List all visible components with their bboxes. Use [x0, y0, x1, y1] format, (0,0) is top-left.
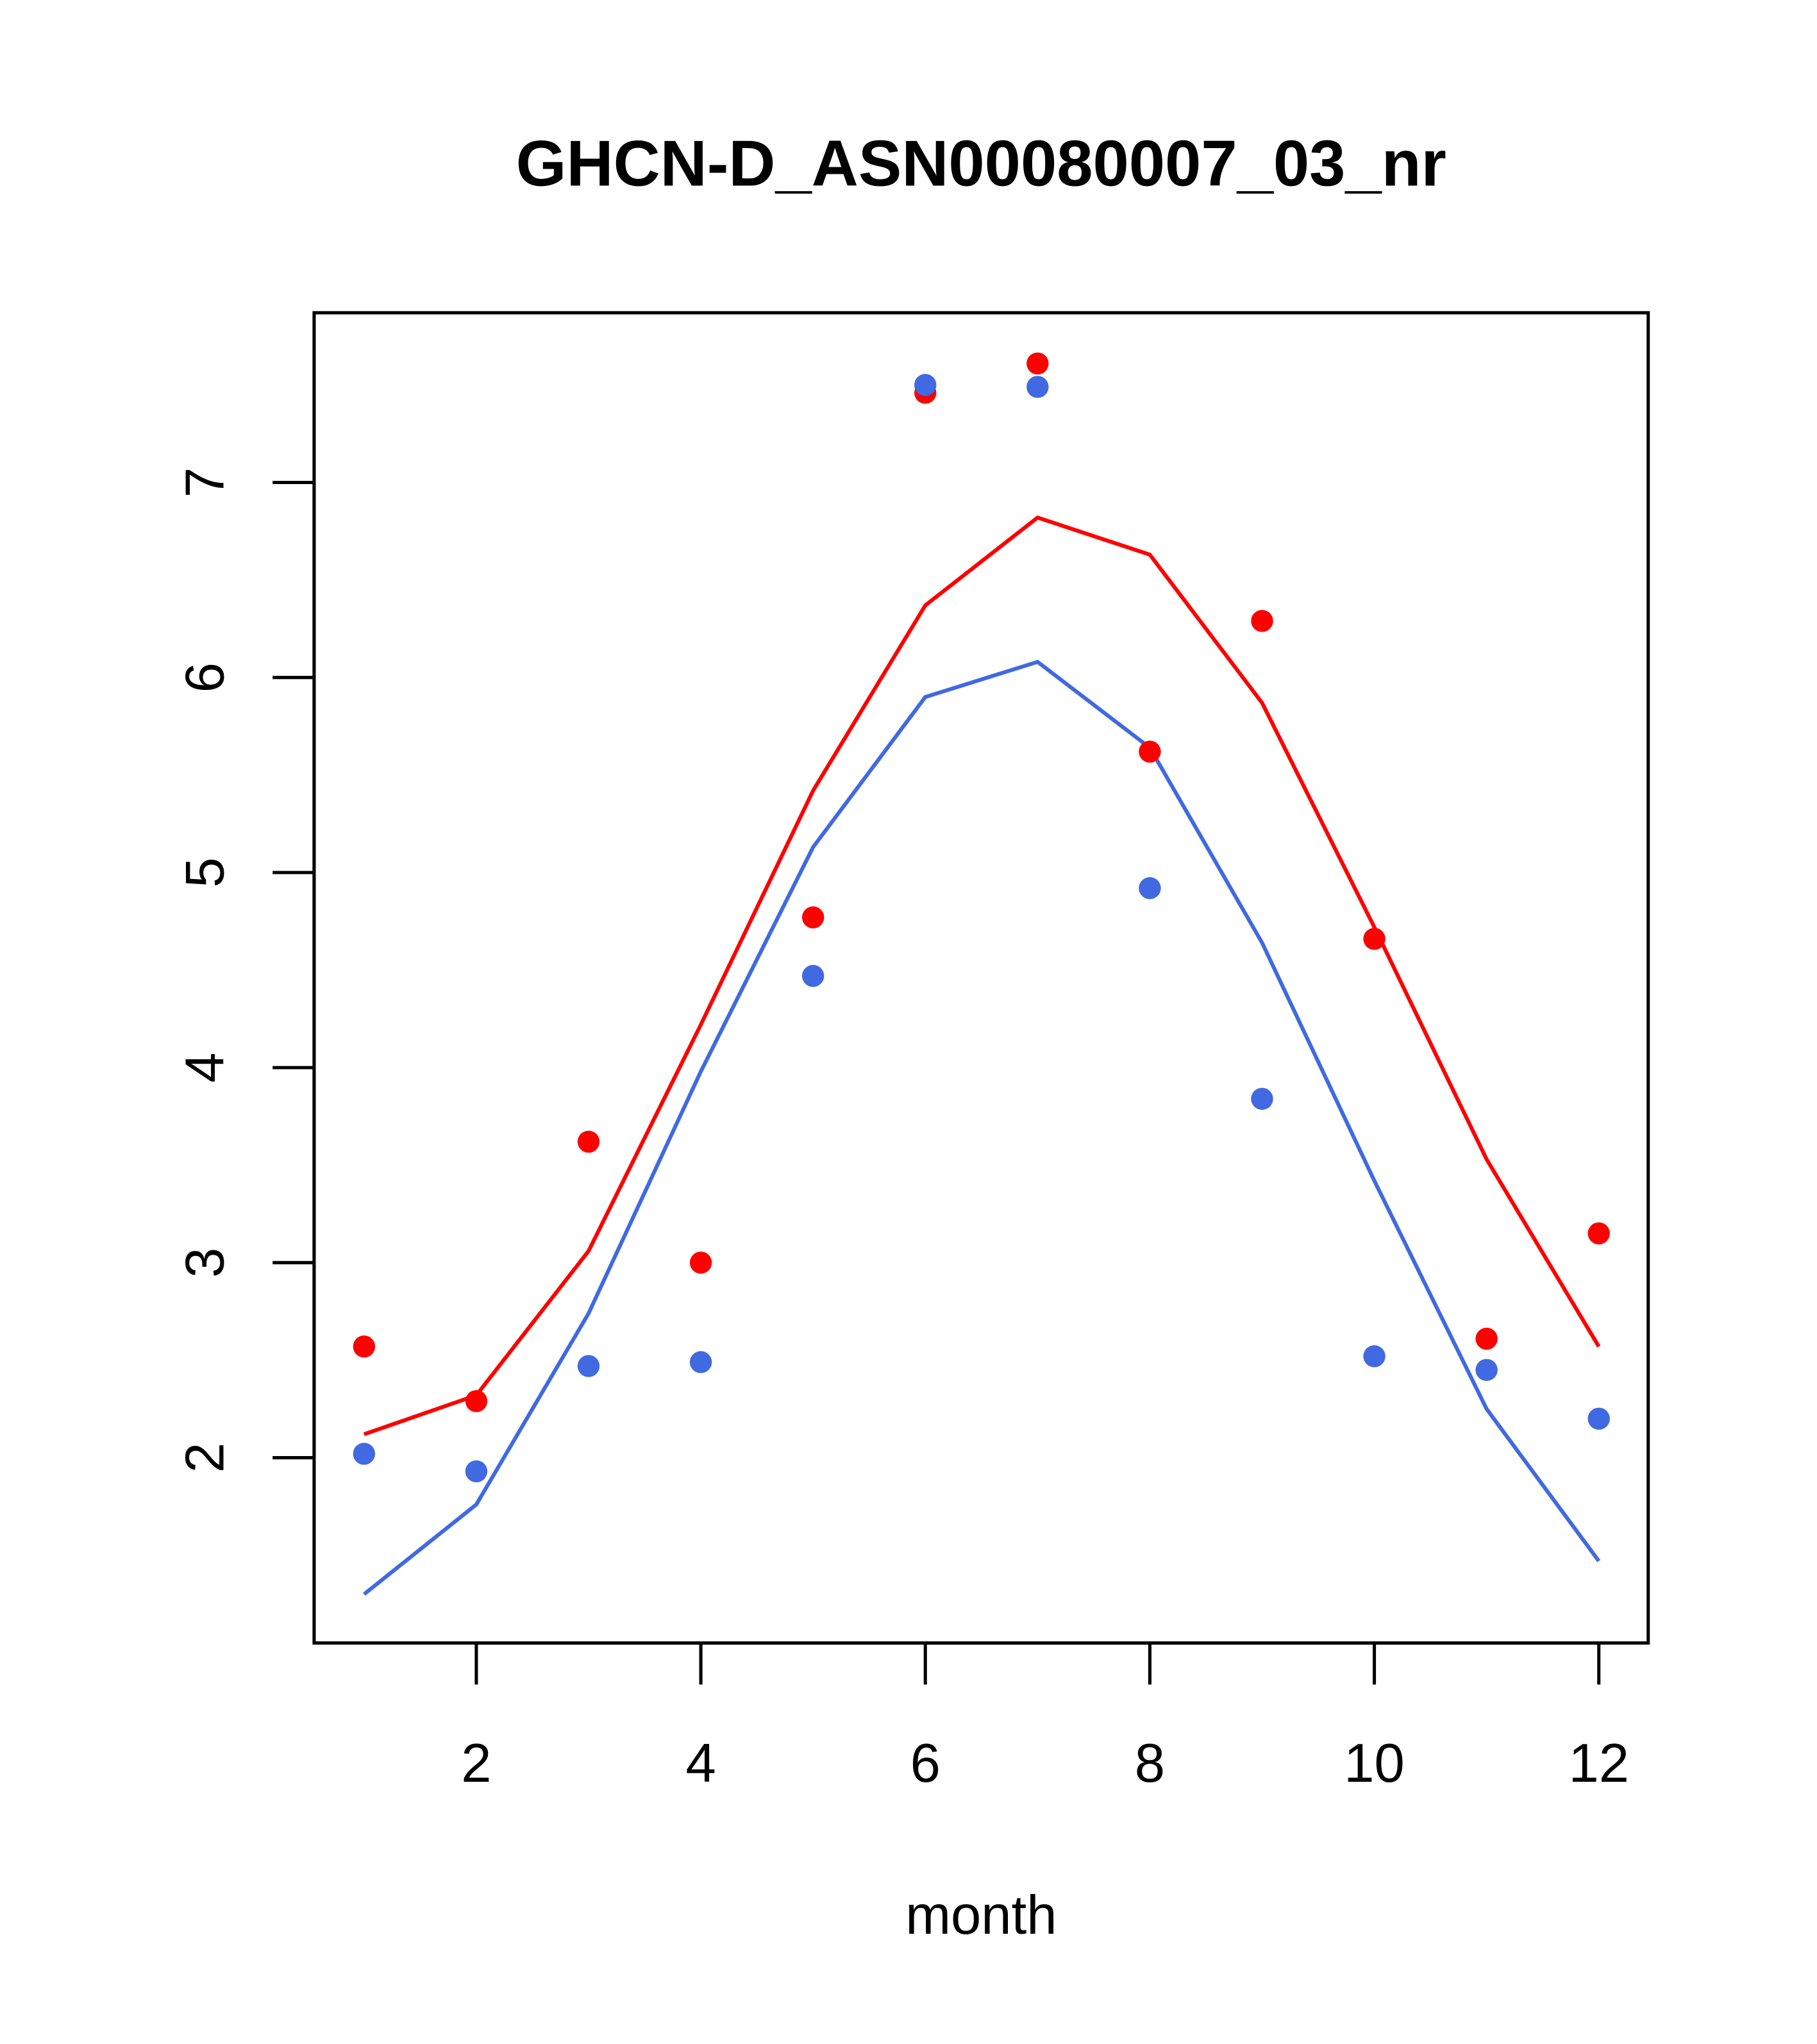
- y-tick-label: 7: [174, 467, 235, 498]
- y-tick-label: 6: [174, 662, 235, 692]
- data-point: [1139, 741, 1161, 763]
- x-tick-label: 6: [910, 1733, 941, 1794]
- data-point: [801, 906, 825, 929]
- series-lines: [362, 515, 1601, 1596]
- data-point: [914, 374, 937, 396]
- data-point: [1251, 1087, 1273, 1110]
- data-point: [1475, 1359, 1498, 1381]
- x-tick-label: 2: [461, 1733, 491, 1794]
- x-axis-label: month: [905, 1885, 1057, 1946]
- y-axis: 2 3 4 5 6 7: [174, 467, 316, 1473]
- data-point: [353, 1443, 376, 1465]
- y-tick-label: 5: [174, 857, 235, 887]
- chart-title: GHCN-D_ASN00080007_03_nr: [516, 127, 1446, 199]
- y-tick-label: 2: [174, 1443, 235, 1473]
- data-point: [1026, 352, 1049, 375]
- series-line-3: [362, 659, 1601, 1596]
- data-point: [1026, 376, 1049, 398]
- data-point: [1363, 928, 1386, 950]
- x-tick-label: 8: [1135, 1733, 1165, 1794]
- data-point: [1587, 1222, 1610, 1244]
- y-tick-label: 4: [174, 1052, 235, 1082]
- x-tick-label: 12: [1568, 1733, 1629, 1794]
- data-point: [1475, 1327, 1498, 1350]
- data-point: [689, 1252, 712, 1274]
- data-point: [801, 964, 825, 987]
- x-axis: 2 4 6 8 10 12: [461, 1641, 1629, 1794]
- data-point: [1363, 1345, 1386, 1368]
- series-line-2: [363, 515, 1601, 1436]
- series-points: [353, 352, 1610, 1483]
- data-point: [465, 1460, 488, 1483]
- data-point: [353, 1335, 376, 1358]
- data-point: [1251, 610, 1273, 632]
- x-tick-label: 10: [1344, 1733, 1405, 1794]
- data-point: [577, 1130, 600, 1153]
- data-point: [465, 1390, 488, 1412]
- x-tick-label: 4: [685, 1733, 716, 1794]
- data-point: [689, 1351, 712, 1373]
- data-point: [1139, 877, 1161, 900]
- y-tick-label: 3: [174, 1248, 235, 1278]
- data-point: [1587, 1407, 1610, 1430]
- data-point: [577, 1355, 600, 1377]
